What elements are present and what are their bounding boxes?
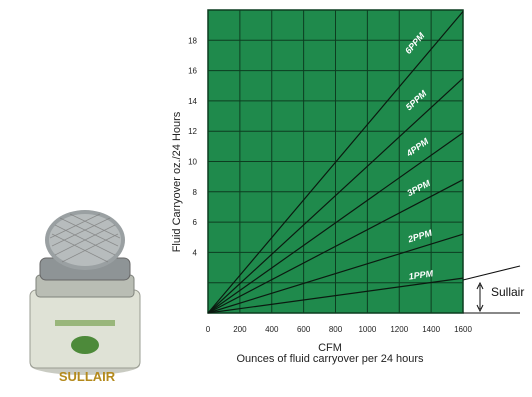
callout-label: Sullair	[491, 285, 524, 299]
y-tick-label: 8	[193, 188, 198, 197]
series-line-2ppm	[207, 233, 464, 314]
series-lines	[207, 11, 464, 314]
chart-caption: Ounces of fluid carryover per 24 hours	[236, 353, 424, 365]
series-line-1ppm	[207, 277, 464, 314]
series-line-3ppm	[207, 179, 464, 314]
y-tick-label: 16	[188, 67, 197, 76]
x-tick-label: 600	[297, 325, 311, 334]
y-tick-label: 10	[188, 158, 197, 167]
callout-guides	[462, 265, 521, 314]
x-axis-ticks: 0 200 400 600 800 1000 1200 1400 1600	[206, 325, 473, 334]
x-tick-label: 400	[265, 325, 279, 334]
series-label-1ppm: 1PPM	[408, 268, 434, 281]
x-tick-label: 200	[233, 325, 247, 334]
y-axis-title: Fluid Carryover oz./24 Hours	[171, 111, 183, 252]
y-tick-label: 18	[188, 36, 197, 45]
x-tick-label: 800	[329, 325, 343, 334]
y-tick-label: 14	[188, 97, 197, 106]
x-tick-label: 1400	[422, 325, 440, 334]
x-tick-label: 1600	[454, 325, 472, 334]
x-axis-title: CFM	[318, 342, 342, 354]
scavenger-element-photo: SULLAIR	[29, 210, 141, 384]
series-line-6ppm	[207, 11, 464, 314]
y-axis-ticks: 4 6 8 10 12 14 16 18	[188, 36, 197, 257]
product-label-text: SULLAIR	[59, 369, 116, 384]
y-tick-label: 12	[188, 127, 197, 136]
y-tick-label: 6	[193, 218, 198, 227]
x-tick-label: 0	[206, 325, 211, 334]
y-tick-label: 4	[193, 248, 198, 257]
series-line-4ppm	[207, 132, 464, 314]
series-line-5ppm	[207, 77, 464, 314]
x-tick-label: 1000	[358, 325, 376, 334]
x-tick-label: 1200	[390, 325, 408, 334]
